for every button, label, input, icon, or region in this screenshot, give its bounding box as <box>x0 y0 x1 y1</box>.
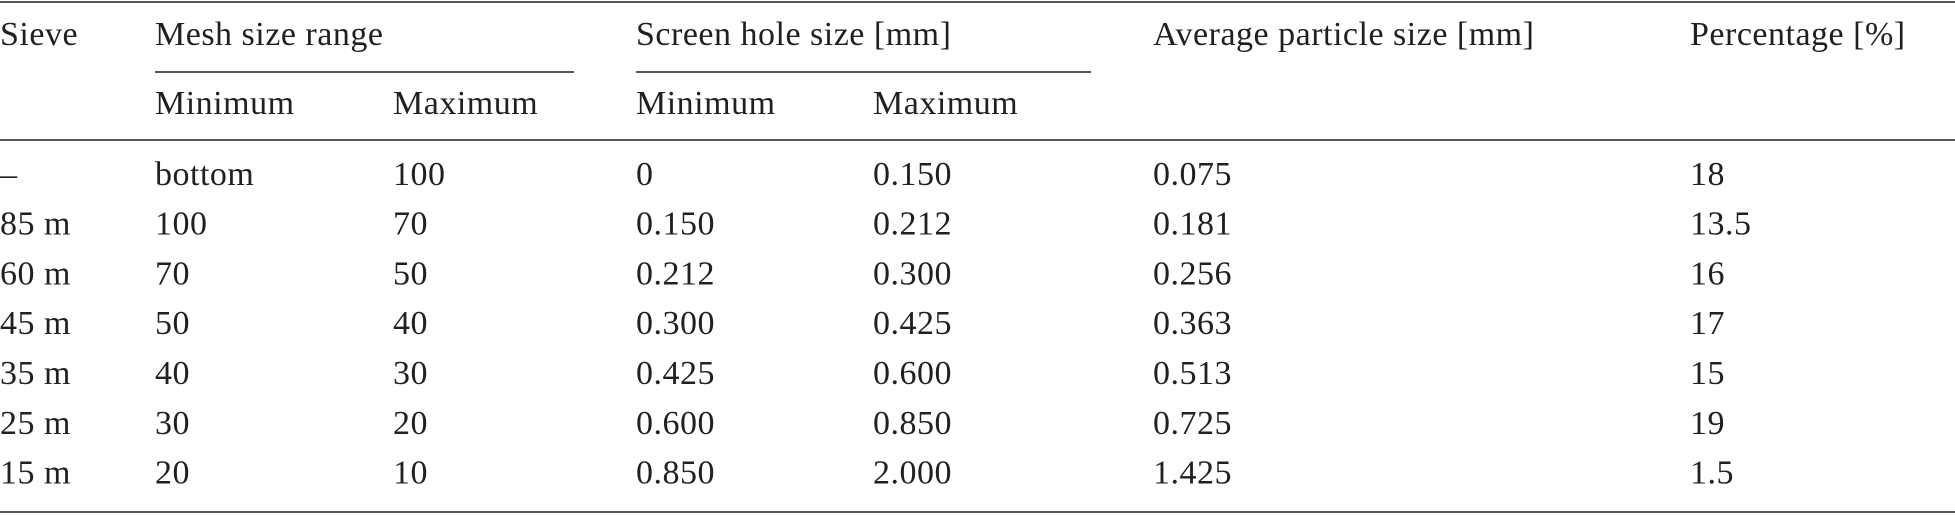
table-cell: 0.513 <box>1153 355 1232 392</box>
table-cell: 60 m <box>0 255 71 292</box>
table-cell: 0.181 <box>1153 206 1232 243</box>
header-cell: Screen hole size [mm] <box>636 16 951 53</box>
table-cell: 1.5 <box>1690 455 1734 492</box>
table-cell: 40 <box>393 305 428 342</box>
table-cell: 25 m <box>0 405 71 442</box>
table-cell: 18 <box>1690 156 1725 193</box>
table-cell: 0 <box>636 156 654 193</box>
table-cell: 0.150 <box>873 156 952 193</box>
header-cell: Mesh size range <box>155 16 383 53</box>
table-cell: bottom <box>155 156 254 193</box>
table-cell: 13.5 <box>1690 206 1752 243</box>
subheader-cell: Minimum <box>155 85 295 122</box>
table-cell: 0.300 <box>873 255 952 292</box>
subheader-cell: Maximum <box>873 85 1018 122</box>
table-cell: 0.850 <box>636 455 715 492</box>
table-cell: 0.212 <box>636 255 715 292</box>
table-cell: 1.425 <box>1153 455 1232 492</box>
table-cell: – <box>0 156 18 193</box>
subheader-cell: Maximum <box>393 85 538 122</box>
header-cell: Sieve <box>0 16 78 53</box>
table-cell: 100 <box>393 156 446 193</box>
table-cell: 30 <box>393 355 428 392</box>
table-cell: 0.256 <box>1153 255 1232 292</box>
table-cell: 20 <box>155 455 190 492</box>
table-cell: 85 m <box>0 206 71 243</box>
table-cell: 0.600 <box>873 355 952 392</box>
table-cell: 0.425 <box>636 355 715 392</box>
table-cell: 50 <box>393 255 428 292</box>
table-cell: 0.850 <box>873 405 952 442</box>
table-cell: 100 <box>155 206 208 243</box>
header-cell: Percentage [%] <box>1690 16 1906 53</box>
table-cell: 2.000 <box>873 455 952 492</box>
header-cell: Average particle size [mm] <box>1153 16 1534 53</box>
table-cell: 35 m <box>0 355 71 392</box>
table-cell: 70 <box>155 255 190 292</box>
table-cell: 40 <box>155 355 190 392</box>
table-cell: 0.300 <box>636 305 715 342</box>
table-cell: 30 <box>155 405 190 442</box>
table-cell: 0.363 <box>1153 305 1232 342</box>
table-cell: 0.075 <box>1153 156 1232 193</box>
table-cell: 19 <box>1690 405 1725 442</box>
table-cell: 17 <box>1690 305 1725 342</box>
table-cell: 45 m <box>0 305 71 342</box>
table-cell: 70 <box>393 206 428 243</box>
subheader-cell: Minimum <box>636 85 776 122</box>
table-cell: 20 <box>393 405 428 442</box>
table-cell: 0.212 <box>873 206 952 243</box>
table-cell: 0.725 <box>1153 405 1232 442</box>
table-cell: 0.150 <box>636 206 715 243</box>
table-cell: 15 <box>1690 355 1725 392</box>
table-cell: 15 m <box>0 455 71 492</box>
table-cell: 10 <box>393 455 428 492</box>
table-cell: 50 <box>155 305 190 342</box>
table-cell: 0.600 <box>636 405 715 442</box>
table-cell: 16 <box>1690 255 1725 292</box>
table-cell: 0.425 <box>873 305 952 342</box>
